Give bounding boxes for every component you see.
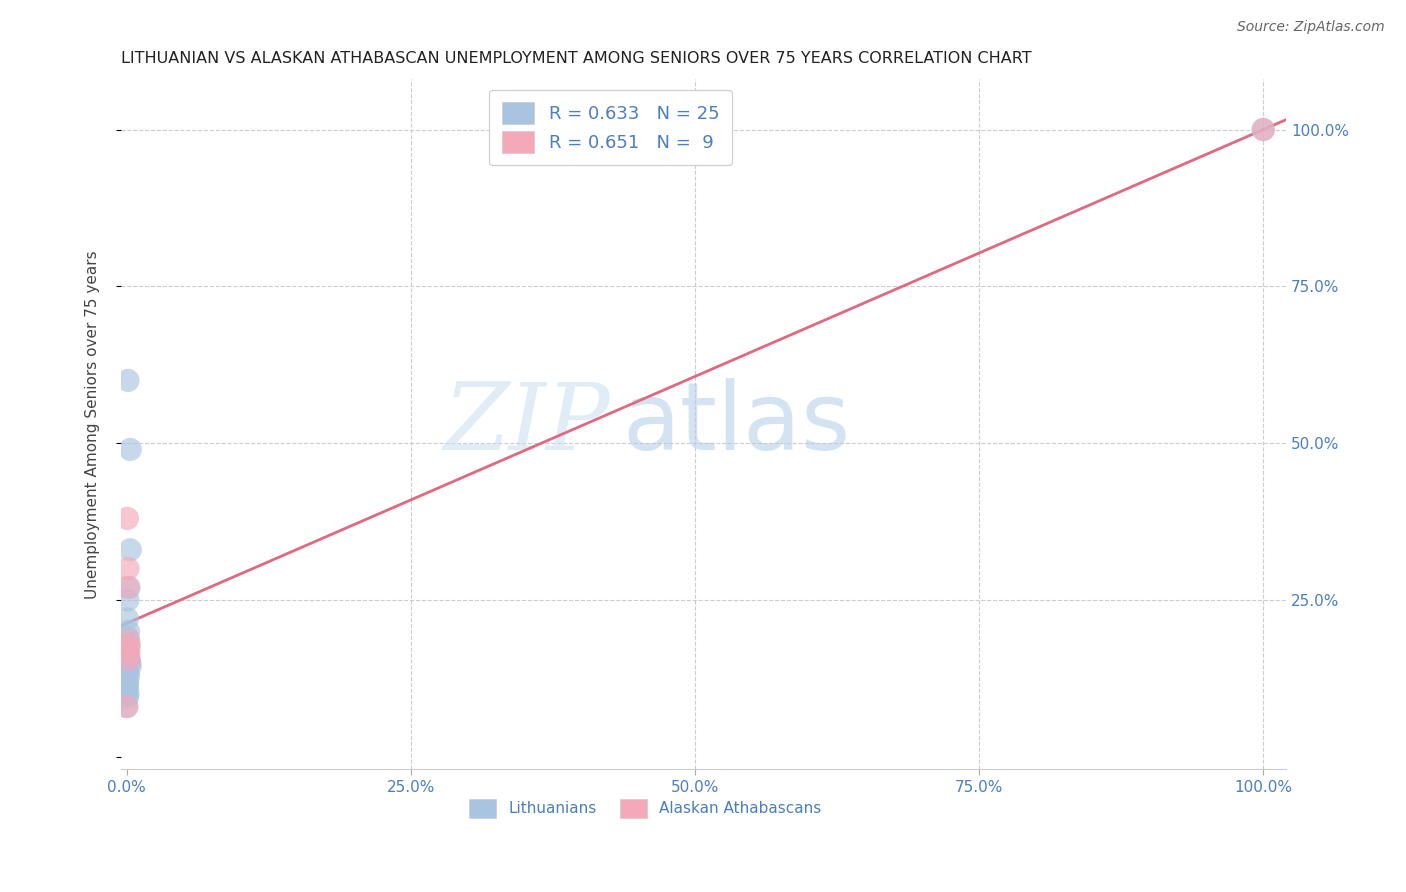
Text: LITHUANIAN VS ALASKAN ATHABASCAN UNEMPLOYMENT AMONG SENIORS OVER 75 YEARS CORREL: LITHUANIAN VS ALASKAN ATHABASCAN UNEMPLO…: [121, 51, 1032, 66]
Text: ZIP: ZIP: [444, 379, 610, 469]
Point: [115, 699, 138, 714]
Text: atlas: atlas: [621, 378, 851, 470]
Point: [118, 656, 141, 670]
Point: [120, 658, 142, 673]
Point: [117, 624, 139, 639]
Point: [117, 373, 139, 387]
Point: [118, 646, 141, 660]
Point: [115, 699, 138, 714]
Point: [117, 678, 139, 692]
Point: [118, 640, 141, 654]
Point: [117, 687, 139, 701]
Point: [117, 649, 139, 664]
Point: [1251, 122, 1274, 136]
Point: [117, 511, 139, 525]
Point: [118, 581, 141, 595]
Point: [117, 612, 139, 626]
Point: [117, 668, 139, 682]
Point: [115, 681, 138, 695]
Text: Source: ZipAtlas.com: Source: ZipAtlas.com: [1237, 20, 1385, 34]
Point: [117, 690, 139, 705]
Point: [117, 665, 139, 679]
Legend: Lithuanians, Alaskan Athabascans: Lithuanians, Alaskan Athabascans: [463, 793, 828, 823]
Point: [117, 633, 139, 648]
Point: [120, 442, 142, 457]
Point: [1251, 122, 1274, 136]
Point: [115, 684, 138, 698]
Point: [117, 581, 139, 595]
Point: [117, 593, 139, 607]
Point: [118, 652, 141, 666]
Point: [117, 646, 139, 660]
Point: [117, 674, 139, 689]
Point: [120, 542, 142, 557]
Point: [118, 637, 141, 651]
Point: [117, 631, 139, 645]
Point: [117, 662, 139, 676]
Y-axis label: Unemployment Among Seniors over 75 years: Unemployment Among Seniors over 75 years: [86, 250, 100, 599]
Point: [117, 561, 139, 575]
Point: [118, 652, 141, 666]
